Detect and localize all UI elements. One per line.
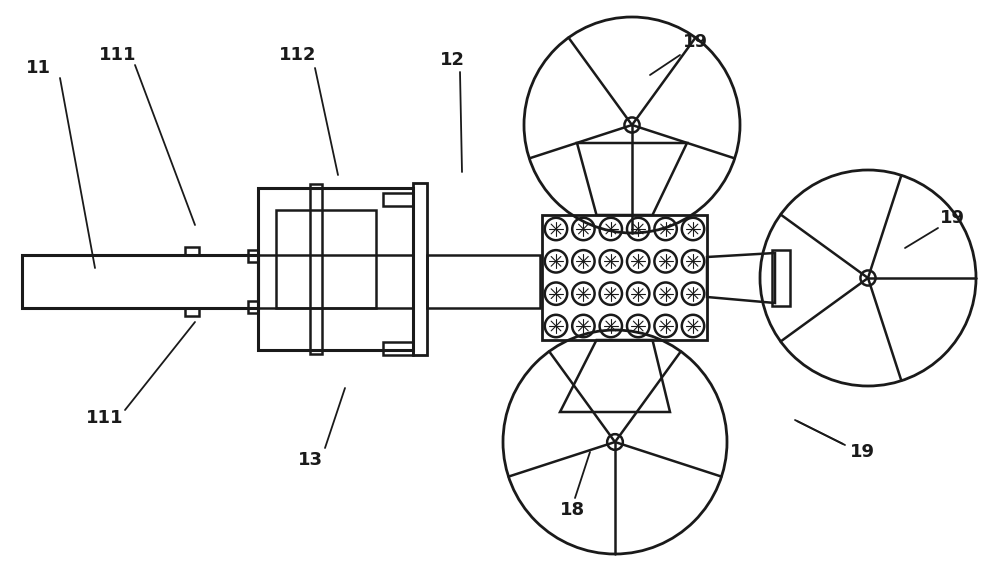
Circle shape bbox=[860, 270, 876, 286]
Bar bbox=[185, 308, 199, 316]
Text: 111: 111 bbox=[99, 46, 137, 64]
Text: 112: 112 bbox=[279, 46, 317, 64]
Text: 111: 111 bbox=[86, 409, 124, 427]
Text: 13: 13 bbox=[298, 451, 323, 469]
Text: 19: 19 bbox=[939, 209, 964, 227]
Bar bbox=[772, 250, 790, 306]
Circle shape bbox=[624, 118, 640, 132]
Bar bbox=[185, 247, 199, 255]
Bar bbox=[542, 215, 707, 340]
Text: 12: 12 bbox=[440, 51, 464, 69]
Text: 19: 19 bbox=[682, 33, 708, 51]
Bar bbox=[258, 255, 413, 308]
Text: 18: 18 bbox=[559, 501, 585, 519]
Bar bbox=[276, 210, 376, 308]
Bar bbox=[310, 184, 322, 354]
Bar bbox=[413, 183, 427, 355]
Bar bbox=[383, 342, 413, 355]
Bar bbox=[383, 193, 413, 206]
Text: 11: 11 bbox=[26, 59, 51, 77]
Text: 19: 19 bbox=[849, 443, 874, 461]
Bar bbox=[248, 250, 258, 262]
Circle shape bbox=[607, 434, 623, 450]
Bar bbox=[248, 301, 258, 313]
Bar bbox=[258, 188, 413, 350]
Bar bbox=[427, 255, 540, 308]
Bar bbox=[22, 255, 258, 308]
